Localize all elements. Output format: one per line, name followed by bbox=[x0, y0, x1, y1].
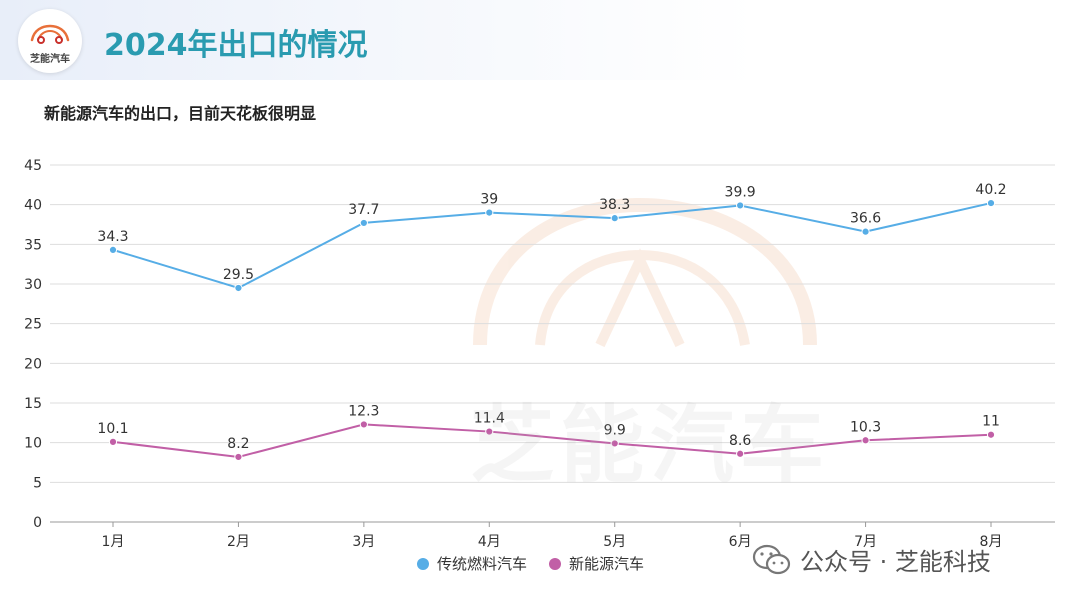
legend-dot-nev bbox=[549, 557, 562, 570]
y-tick-label: 40 bbox=[24, 198, 42, 214]
data-point[interactable] bbox=[986, 430, 996, 439]
car-logo-icon bbox=[30, 24, 70, 44]
legend-label-traditional: 传统燃料汽车 bbox=[437, 555, 528, 573]
wechat-account-text: 公众号 · 芝能科技 bbox=[800, 548, 991, 576]
data-point[interactable] bbox=[610, 214, 619, 223]
x-tick-label: 5月 bbox=[603, 534, 626, 550]
page-title: 2024年出口的情况 bbox=[104, 28, 368, 63]
y-tick-label: 15 bbox=[24, 396, 42, 412]
x-tick-label: 8月 bbox=[980, 534, 1003, 550]
x-tick-label: 4月 bbox=[478, 534, 501, 550]
y-tick-label: 20 bbox=[24, 356, 42, 372]
chart-subtitle: 新能源汽车的出口，目前天花板很明显 bbox=[44, 104, 317, 123]
chart-grid bbox=[50, 164, 1055, 523]
data-point[interactable] bbox=[986, 198, 996, 208]
data-point[interactable] bbox=[234, 283, 243, 293]
data-label: 11.4 bbox=[474, 411, 505, 427]
y-tick-label: 45 bbox=[24, 158, 42, 174]
series-line-1 bbox=[112, 423, 992, 458]
legend-item-nev[interactable]: 新能源汽车 bbox=[549, 553, 644, 574]
data-label: 37.7 bbox=[348, 202, 379, 218]
logo-text: 芝能汽车 bbox=[30, 54, 70, 65]
y-tick-label: 5 bbox=[33, 475, 42, 491]
data-label: 10.1 bbox=[97, 421, 128, 437]
y-tick-label: 30 bbox=[24, 277, 42, 293]
data-point[interactable] bbox=[234, 452, 243, 462]
chart-legend: 传统燃料汽车 新能源汽车 bbox=[417, 553, 666, 574]
data-label: 11 bbox=[982, 414, 1000, 430]
data-label: 38.3 bbox=[599, 197, 630, 213]
data-point[interactable] bbox=[108, 245, 118, 254]
data-point[interactable] bbox=[736, 201, 745, 210]
data-label: 39 bbox=[480, 192, 498, 208]
data-point[interactable] bbox=[610, 439, 619, 448]
chart-series: 34.3 29.5 37.7 39 38.3 39.9 36.6 40.2 10.1 8.2 12.… bbox=[97, 182, 1007, 462]
data-label: 8.6 bbox=[729, 433, 751, 449]
data-point[interactable] bbox=[359, 218, 368, 228]
data-label: 36.6 bbox=[850, 211, 881, 227]
brand-logo: 芝能汽车 bbox=[18, 9, 82, 73]
y-tick-label: 35 bbox=[24, 237, 42, 253]
wechat-badge: 公众号 · 芝能科技 bbox=[752, 542, 991, 577]
data-point[interactable] bbox=[108, 437, 118, 446]
data-label: 39.9 bbox=[725, 184, 756, 200]
x-tick-label: 3月 bbox=[352, 534, 375, 550]
x-tick-label: 7月 bbox=[854, 534, 877, 550]
y-axis: 0 5 10 15 20 25 30 35 40 45 bbox=[24, 158, 42, 531]
y-tick-label: 10 bbox=[24, 436, 42, 452]
legend-label-nev: 新能源汽车 bbox=[569, 555, 645, 573]
data-label: 10.3 bbox=[850, 419, 881, 435]
wechat-icon bbox=[752, 544, 791, 574]
data-point[interactable] bbox=[861, 436, 870, 445]
x-axis: 1月 2月 3月 4月 5月 6月 7月 8月 bbox=[102, 522, 1003, 550]
data-label: 34.3 bbox=[97, 229, 128, 245]
data-point[interactable] bbox=[485, 427, 494, 436]
legend-item-traditional[interactable]: 传统燃料汽车 bbox=[417, 553, 527, 574]
header-background bbox=[0, 0, 1080, 80]
series-line-0 bbox=[112, 202, 992, 290]
y-tick-label: 0 bbox=[33, 515, 42, 531]
data-label: 29.5 bbox=[223, 267, 254, 283]
x-tick-label: 6月 bbox=[729, 534, 752, 550]
data-point[interactable] bbox=[359, 420, 368, 429]
legend-dot-traditional bbox=[417, 557, 429, 570]
watermark-text: 芝能汽车 bbox=[470, 396, 831, 494]
data-label: 40.2 bbox=[975, 182, 1006, 198]
x-tick-label: 2月 bbox=[227, 534, 250, 550]
data-label: 12.3 bbox=[348, 403, 379, 419]
data-point[interactable] bbox=[485, 208, 494, 217]
data-point[interactable] bbox=[861, 227, 870, 236]
data-point[interactable] bbox=[736, 449, 745, 458]
x-tick-label: 1月 bbox=[102, 534, 125, 550]
data-label: 8.2 bbox=[227, 436, 249, 452]
y-tick-label: 25 bbox=[24, 317, 42, 333]
data-label: 9.9 bbox=[604, 422, 626, 438]
